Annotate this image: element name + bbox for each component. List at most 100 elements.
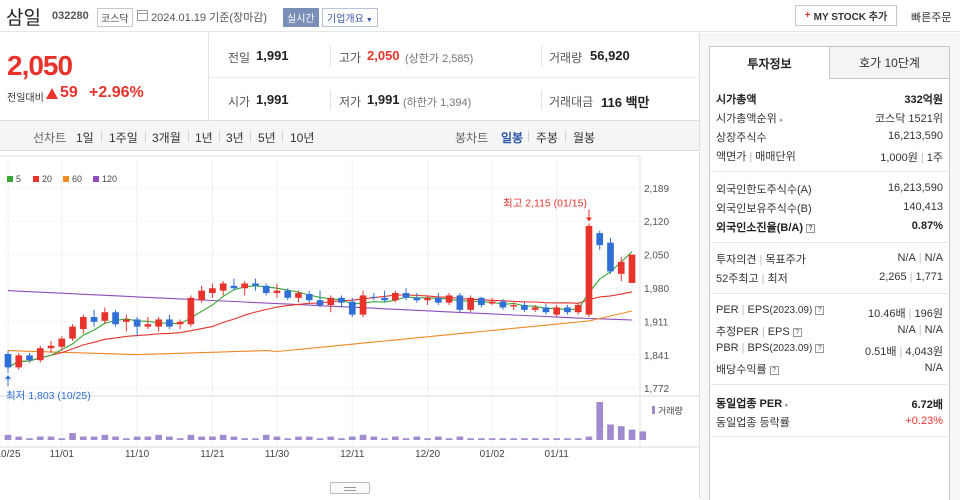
volume-bar	[607, 424, 614, 440]
candle-chart-label: 봉차트	[455, 131, 489, 145]
low-arrow-head	[5, 375, 11, 380]
pbr-year: (2023.09)	[769, 343, 813, 354]
candle-body	[58, 338, 66, 347]
help-icon[interactable]: ?	[792, 327, 802, 337]
company-overview-dropdown[interactable]: 기업개요 ▼	[322, 8, 378, 27]
volume-bar	[574, 438, 582, 440]
opinion-target-label: 투자의견 | 목표주가	[716, 251, 806, 267]
low-annotation: 최저 1,803 (10/25)	[6, 390, 91, 402]
legend-label: 5	[16, 174, 22, 184]
shares-value: 16,213,590	[887, 130, 943, 142]
bps-value: 4,043원	[905, 346, 943, 358]
tab-1week[interactable]: 1주일	[109, 131, 138, 145]
help-icon[interactable]: ?	[806, 223, 815, 233]
volume-bar	[338, 438, 345, 440]
divider	[709, 436, 950, 437]
candle-body	[198, 290, 205, 301]
tab-3month[interactable]: 3개월	[152, 131, 181, 145]
pipe-separator: |	[899, 346, 903, 358]
unit-value: 1주	[926, 152, 943, 164]
stock-chart[interactable]: 2,189 2,120 2,050 1,980 1,911 1,841 1,772 10/25…	[0, 152, 700, 498]
candle-body	[521, 305, 528, 310]
candle-body	[467, 297, 474, 310]
high-arrow-head	[585, 217, 592, 222]
x-tick-label: 11/01	[50, 449, 75, 460]
help-icon[interactable]: ?	[815, 305, 825, 315]
candle-body	[585, 225, 593, 315]
divider	[188, 131, 189, 142]
tab-hoga-10[interactable]: 호가 10단계	[829, 46, 950, 79]
candle-body	[101, 312, 109, 321]
candle-body	[176, 321, 184, 325]
chevron-right-icon: ▸	[785, 402, 789, 409]
opinion-value: N/A	[897, 252, 916, 264]
volume-bar	[252, 438, 259, 440]
w52-high-label: 52주최고	[716, 273, 759, 285]
realtime-button[interactable]: 실시간	[283, 8, 319, 27]
y-tick-label: 2,189	[644, 184, 669, 195]
volume-bar	[445, 438, 453, 440]
legend-swatch	[63, 176, 69, 182]
candle-body	[381, 297, 388, 301]
candle-body	[219, 283, 227, 291]
quick-order-link[interactable]: 빠른주문	[911, 12, 952, 24]
tab-5year[interactable]: 5년	[258, 131, 276, 145]
volume-bar	[79, 436, 87, 440]
volume-bar	[381, 438, 388, 440]
plus-icon: +	[804, 10, 811, 21]
sector-per-label[interactable]: 동일업종 PER ▸	[716, 395, 789, 411]
par-unit-label: 액면가 | 매매단위	[716, 148, 796, 164]
y-tick-label: 1,772	[644, 384, 669, 395]
volume-bar	[542, 438, 550, 440]
volume-bar	[456, 436, 464, 440]
w52-low-label: 최저	[767, 273, 788, 285]
tab-10year[interactable]: 10년	[290, 131, 315, 145]
volume-bar	[316, 438, 324, 440]
est-per-eps-label: 추정PER | EPS?	[716, 323, 802, 339]
open-value: 1,991	[256, 92, 289, 107]
legend-swatch	[33, 176, 39, 182]
per-year: (2023.09)	[769, 305, 813, 316]
volume-value: 56,920	[590, 48, 630, 63]
tab-daily[interactable]: 일봉	[501, 131, 524, 145]
candle-body	[295, 293, 302, 298]
sector-change-label: 동일업종 등락률	[716, 417, 790, 429]
divider	[250, 131, 251, 142]
tab-invest-info[interactable]: 투자정보	[709, 46, 830, 79]
candlestick-chart-svg[interactable]: 2,189 2,120 2,050 1,980 1,911 1,841 1,772 10/25…	[0, 152, 700, 498]
candle-body	[26, 355, 33, 361]
divider	[709, 242, 950, 243]
add-mystock-button[interactable]: + MY STOCK 추가	[795, 5, 897, 26]
tab-monthly[interactable]: 월봉	[573, 131, 596, 145]
volume-bar	[370, 436, 378, 440]
legend-label: 60	[72, 174, 83, 184]
legend-label: 20	[42, 174, 53, 184]
dividend-label-text: 배당수익률	[716, 364, 767, 376]
foreign-limit-label: 외국인한도주식수(A)	[716, 184, 812, 196]
volume-bar	[26, 438, 33, 440]
est-eps-value: N/A	[924, 324, 943, 336]
tab-1year[interactable]: 1년	[195, 131, 213, 145]
legend-swatch	[93, 176, 99, 182]
chart-resize-handle[interactable]	[330, 482, 370, 494]
tab-weekly[interactable]: 주봉	[536, 131, 559, 145]
help-icon[interactable]: ?	[769, 365, 779, 375]
volume-bar	[467, 438, 474, 440]
x-tick-label: 12/20	[415, 449, 440, 460]
candle-body	[284, 290, 292, 298]
candle-body	[241, 283, 249, 289]
tab-1day[interactable]: 1일	[76, 131, 94, 145]
pbr-label: PBR	[716, 342, 739, 354]
prev-close-value: 1,991	[256, 48, 289, 63]
help-icon[interactable]: ?	[815, 343, 825, 353]
base-date: 2024.01.19 기준(장마감)	[151, 12, 268, 24]
pipe-separator: |	[741, 342, 745, 354]
tab-3year[interactable]: 3년	[226, 131, 244, 145]
foreign-hold-value: 140,413	[903, 201, 943, 213]
volume-bar	[15, 436, 23, 440]
volume-bar	[305, 436, 313, 440]
candle-body	[391, 293, 399, 301]
volume-bar	[155, 434, 162, 440]
candle-body	[133, 319, 141, 327]
candle-body	[338, 297, 345, 303]
